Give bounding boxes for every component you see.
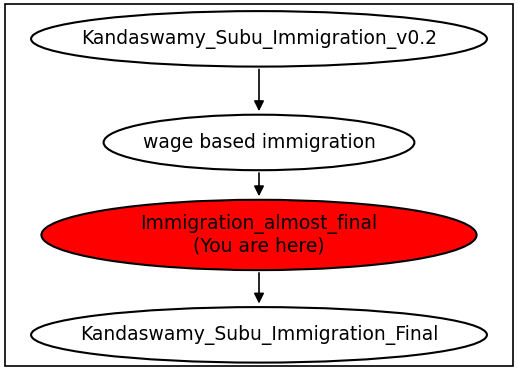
Text: wage based immigration: wage based immigration [142,133,376,152]
Ellipse shape [104,115,414,170]
Ellipse shape [31,307,487,363]
Text: Kandaswamy_Subu_Immigration_v0.2: Kandaswamy_Subu_Immigration_v0.2 [81,29,437,49]
Text: Kandaswamy_Subu_Immigration_Final: Kandaswamy_Subu_Immigration_Final [80,325,438,345]
Ellipse shape [41,200,477,270]
Text: Immigration_almost_final
(You are here): Immigration_almost_final (You are here) [140,214,378,256]
Ellipse shape [31,11,487,67]
